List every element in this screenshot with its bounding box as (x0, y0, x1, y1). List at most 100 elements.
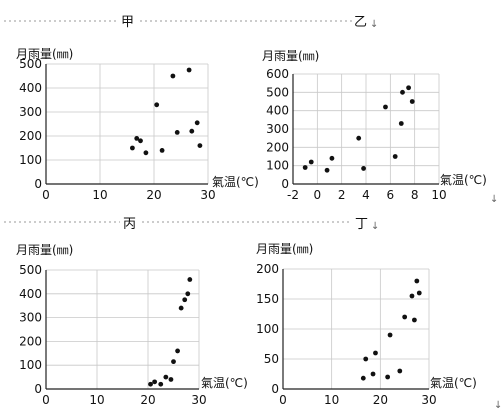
data-point (412, 317, 417, 323)
y-tick-label: 300 (19, 105, 42, 119)
x-tick-label: 10 (89, 393, 104, 407)
y-tick-label: 500 (19, 57, 42, 71)
data-point (329, 155, 335, 161)
data-point (194, 120, 200, 126)
x-tick-label: 10 (431, 188, 446, 202)
data-point (308, 159, 314, 165)
data-point (302, 165, 308, 170)
chart-label-bing: 丙 (123, 217, 136, 232)
data-point (189, 128, 195, 134)
y-tick-label: 0 (281, 177, 289, 191)
y-tick-label: 100 (266, 159, 289, 173)
y-tick-label: 400 (19, 81, 42, 95)
y-tick-label: 0 (34, 177, 42, 191)
y-tick-label: 0 (34, 382, 42, 396)
x-tick-label: 20 (373, 393, 388, 407)
data-point (360, 375, 366, 381)
y-tick-label: 200 (19, 129, 42, 143)
data-point (416, 290, 422, 296)
x-axis-label: 氣温(℃) (440, 173, 487, 187)
y-tick-label: 100 (19, 153, 42, 167)
data-point (143, 150, 149, 156)
data-point (363, 356, 369, 362)
data-point (387, 332, 393, 338)
x-tick-label: 0 (42, 393, 50, 407)
data-point (148, 381, 153, 387)
y-axis-label: 月雨量(㎜) (262, 49, 319, 63)
x-tick-label: -2 (287, 188, 299, 202)
y-tick-label: 50 (264, 352, 279, 366)
chart-ding: 月雨量(㎜) 氣温(℃) 0 10 20 30 0 50 100 150 200 (256, 242, 477, 407)
y-tick-label: 500 (266, 85, 289, 99)
data-point (170, 73, 176, 79)
data-point (385, 374, 391, 380)
x-tick-label: 30 (421, 393, 436, 407)
paragraph-mark: ↓ (371, 221, 379, 232)
data-point (182, 297, 188, 303)
y-tick-label: 150 (256, 292, 279, 306)
y-tick-label: 300 (266, 122, 289, 136)
data-point (383, 104, 388, 110)
x-tick-label: 20 (146, 188, 161, 202)
x-tick-label: 10 (324, 393, 339, 407)
data-point (154, 102, 160, 108)
data-point (409, 99, 415, 104)
x-tick-label: 0 (279, 393, 287, 407)
data-point (159, 148, 165, 153)
data-point (402, 314, 408, 320)
y-tick-label: 0 (271, 382, 279, 396)
chart-label-ding: 丁 (355, 217, 368, 232)
data-point (400, 89, 405, 95)
data-point (187, 277, 193, 282)
data-point (158, 381, 164, 387)
y-tick-label: 500 (19, 263, 42, 277)
y-axis-label: 月雨量(㎜) (256, 242, 313, 256)
x-tick-label: 10 (92, 188, 107, 202)
data-point (163, 374, 169, 380)
y-axis-label: 月雨量(㎜) (16, 47, 73, 61)
y-tick-label: 300 (19, 311, 42, 325)
x-axis-label: 氣温(℃) (212, 175, 259, 189)
data-point (397, 368, 403, 374)
paragraph-mark: ↓ (494, 400, 502, 411)
data-point (171, 359, 176, 365)
y-tick-label: 400 (19, 287, 42, 301)
data-point (324, 167, 330, 173)
data-point (370, 371, 376, 377)
x-tick-label: 8 (411, 188, 419, 202)
x-tick-label: 20 (140, 393, 155, 407)
y-tick-label: 200 (19, 334, 42, 348)
y-tick-label: 600 (266, 67, 289, 81)
y-tick-label: 400 (266, 104, 289, 118)
x-tick-label: 4 (362, 188, 370, 202)
y-tick-label: 200 (256, 262, 279, 276)
data-point (174, 130, 180, 135)
data-point (138, 138, 143, 144)
data-point (185, 291, 191, 297)
data-point (414, 278, 420, 284)
x-axis-label: 氣温(℃) (201, 376, 248, 390)
data-point (361, 166, 366, 171)
x-axis-label: 氣温(℃) (430, 376, 477, 390)
data-point (373, 350, 378, 356)
data-point (168, 377, 174, 382)
paragraph-mark: ↓ (490, 194, 498, 205)
chart-label-jia: 甲 (121, 15, 134, 30)
y-axis-label: 月雨量(㎜) (16, 243, 73, 257)
x-tick-label: 30 (200, 188, 215, 202)
y-tick-label: 100 (19, 358, 42, 372)
data-point (356, 135, 362, 141)
data-point (152, 379, 158, 385)
data-point (398, 121, 404, 126)
y-tick-label: 200 (266, 140, 289, 154)
data-point (134, 136, 140, 141)
data-point (186, 67, 192, 73)
x-tick-label: 6 (387, 188, 395, 202)
data-point (406, 85, 411, 91)
x-tick-label: 0 (42, 188, 50, 202)
data-point (392, 154, 398, 159)
data-point (130, 145, 135, 151)
